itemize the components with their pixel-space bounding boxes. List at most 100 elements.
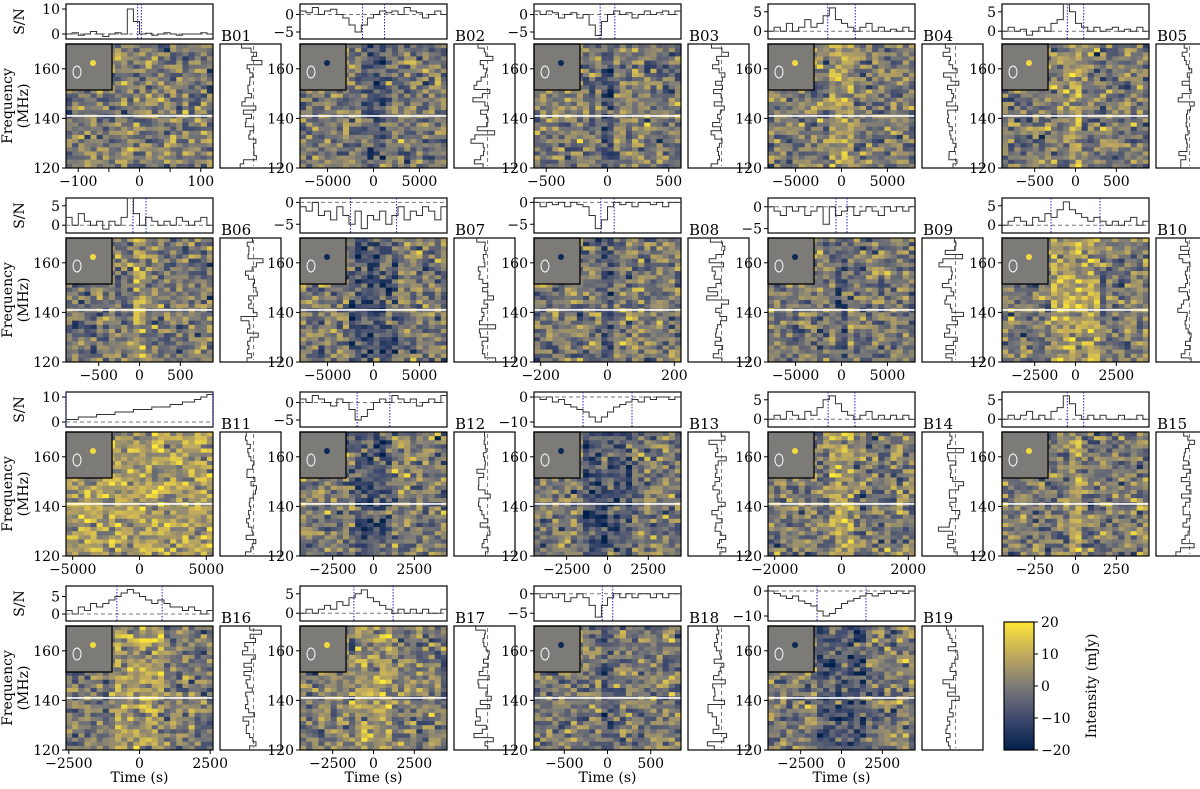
heatmap-cell: [434, 279, 442, 284]
heatmap-cell: [139, 279, 147, 284]
heatmap-cell: [434, 275, 442, 280]
heatmap-cell: [206, 159, 214, 165]
heatmap-cell: [115, 357, 122, 363]
heatmap-cell: [619, 106, 627, 111]
heatmap-cell: [385, 275, 393, 280]
heatmap-cell: [330, 163, 338, 169]
heatmap-cell: [127, 134, 134, 140]
heatmap-cell: [367, 72, 374, 78]
heatmap-cell: [1026, 126, 1034, 132]
heatmap-cell: [115, 304, 122, 309]
heatmap-cell: [908, 151, 916, 156]
heatmap-cell: [145, 101, 153, 107]
heatmap-cell: [428, 312, 436, 317]
heatmap-cell: [1026, 159, 1034, 165]
heatmap-cell: [607, 89, 615, 94]
heatmap-cell: [434, 72, 442, 78]
heatmap-cell: [355, 279, 362, 284]
heatmap-cell: [872, 122, 879, 128]
heatmap-cell: [890, 52, 898, 57]
heatmap-cell: [188, 85, 196, 90]
heatmap-cell: [792, 147, 800, 152]
heatmap-cell: [342, 155, 350, 161]
heatmap-cell: [619, 147, 627, 152]
heatmap-cell: [428, 130, 436, 136]
heatmap-cell: [1081, 134, 1089, 140]
heatmap-cell: [884, 118, 891, 123]
heatmap-cell: [391, 254, 399, 260]
heatmap-cell: [668, 85, 676, 90]
heatmap-cell: [410, 291, 417, 297]
heatmap-cell: [398, 130, 405, 136]
heatmap-cell: [330, 97, 338, 103]
heatmap-cell: [589, 163, 596, 169]
heatmap-cell: [798, 139, 806, 144]
heatmap-cell: [817, 126, 824, 132]
heatmap-cell: [96, 147, 104, 152]
heatmap-cell: [1069, 77, 1076, 82]
heatmap-cell: [398, 143, 405, 148]
heatmap-cell: [188, 333, 196, 338]
heatmap-cell: [404, 72, 411, 78]
heatmap-cell: [145, 271, 153, 276]
heatmap-cell: [72, 126, 79, 132]
heatmap-cell: [170, 97, 177, 103]
heatmap-cell: [434, 147, 442, 152]
heatmap-cell: [182, 300, 189, 305]
heatmap-cell: [182, 64, 189, 70]
heatmap-cell: [139, 357, 147, 363]
heatmap-cell: [841, 130, 849, 136]
heatmap-cell: [145, 122, 153, 128]
heatmap-cell: [133, 163, 140, 169]
heatmap-cell: [151, 341, 159, 346]
time-tick-label-1: 0: [135, 368, 144, 384]
heatmap-cell: [774, 89, 781, 94]
heatmap-cell: [157, 353, 165, 359]
heatmap-cell: [336, 118, 344, 123]
heatmap-cell: [823, 151, 830, 156]
heatmap-cell: [164, 139, 171, 144]
heatmap-cell: [349, 147, 356, 152]
heatmap-cell: [1014, 147, 1021, 152]
heatmap-cell: [164, 328, 171, 334]
heatmap-cell: [650, 52, 657, 57]
heatmap-cell: [613, 89, 621, 94]
heatmap-cell: [896, 110, 904, 115]
heatmap-cell: [349, 122, 356, 128]
heatmap-cell: [1124, 101, 1132, 107]
source-marker: [1026, 60, 1032, 66]
heatmap-cell: [1051, 106, 1058, 111]
heatmap-cell: [810, 163, 818, 169]
heatmap-cell: [1026, 97, 1034, 103]
heatmap-cell: [1112, 93, 1119, 99]
heatmap-cell: [1057, 64, 1064, 70]
heatmap-cell: [595, 64, 602, 70]
heatmap-cell: [422, 101, 430, 107]
heatmap-cell: [78, 357, 85, 363]
heatmap-cell: [176, 304, 183, 309]
heatmap-cell: [336, 163, 344, 169]
heatmap-cell: [127, 246, 134, 251]
heatmap-cell: [583, 93, 590, 99]
heatmap-cell: [206, 130, 214, 136]
heatmap-cell: [1008, 163, 1015, 169]
heatmap-cell: [625, 44, 633, 49]
heatmap-cell: [552, 106, 559, 111]
heatmap-cell: [355, 68, 362, 74]
panel-label-b02: B02: [455, 27, 485, 45]
heatmap-cell: [206, 81, 214, 86]
heatmap-cell: [632, 110, 639, 115]
heatmap-cell: [1112, 89, 1119, 94]
heatmap-cell: [336, 143, 344, 148]
heatmap-cell: [1136, 81, 1144, 86]
heatmap-cell: [859, 118, 867, 123]
heatmap-cell: [613, 155, 621, 161]
heatmap-cell: [1087, 81, 1095, 86]
heatmap-cell: [872, 81, 879, 86]
heatmap-cell: [902, 81, 910, 86]
heatmap-cell: [625, 106, 633, 111]
heatmap-cell: [72, 357, 79, 363]
heatmap-cell: [404, 101, 411, 107]
heatmap-cell: [342, 118, 350, 123]
heatmap-cell: [200, 250, 208, 255]
